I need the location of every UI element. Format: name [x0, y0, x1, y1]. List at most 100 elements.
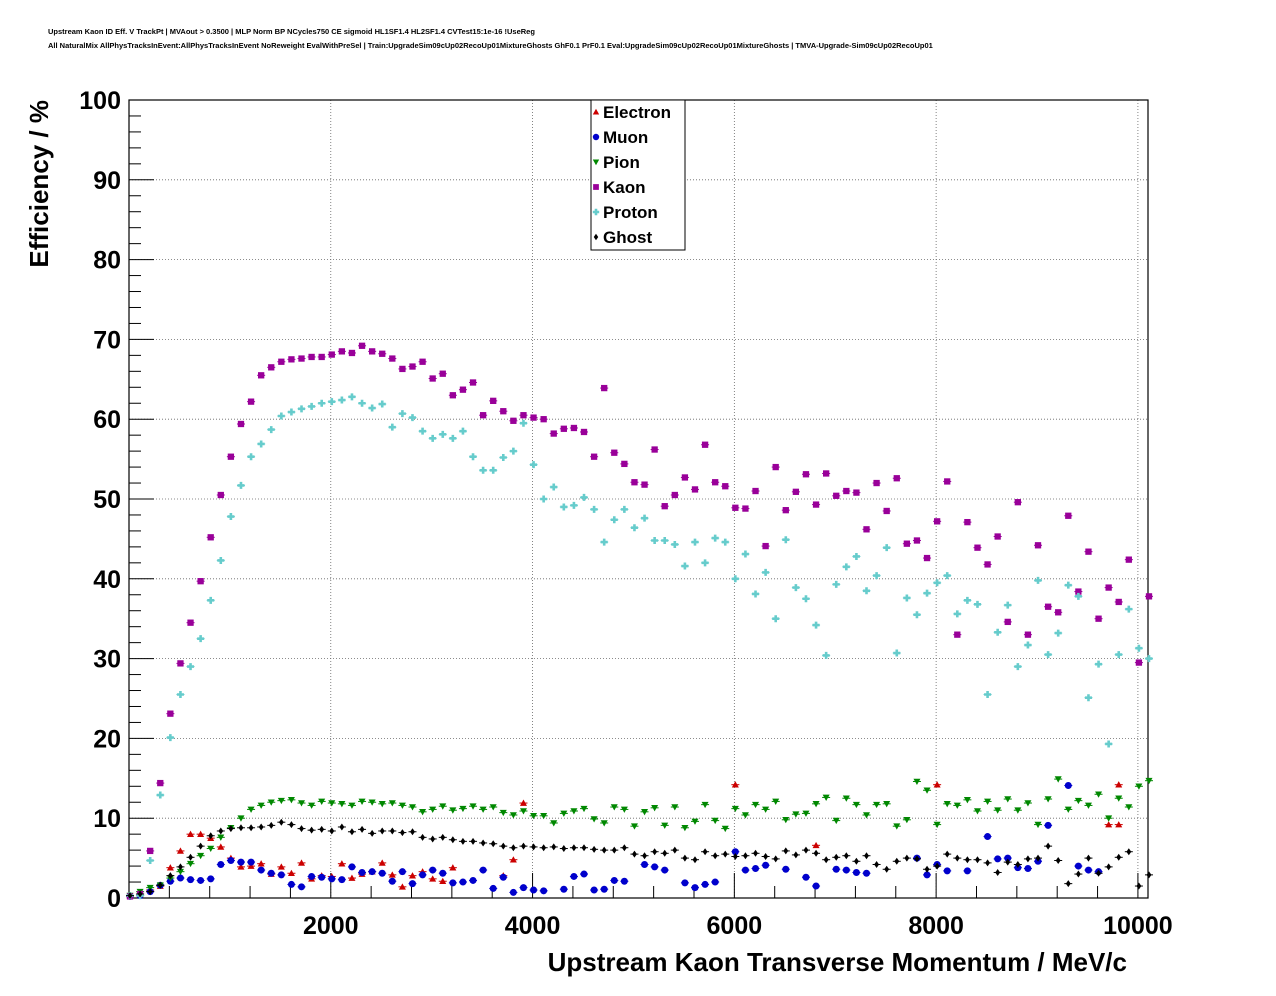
data-point — [591, 845, 597, 853]
data-point — [913, 778, 921, 785]
data-point — [731, 781, 739, 788]
data-point — [1125, 804, 1133, 811]
legend-entry-pion: Pion — [592, 153, 640, 172]
data-point — [954, 854, 960, 862]
data-point — [460, 837, 466, 845]
data-point — [1034, 542, 1042, 549]
data-point — [721, 538, 729, 546]
data-point — [228, 825, 234, 833]
data-point — [541, 844, 547, 852]
grid-layer — [129, 100, 1148, 898]
data-point — [439, 370, 446, 377]
data-point — [1145, 655, 1153, 663]
data-point — [1135, 783, 1143, 790]
data-point — [994, 533, 1001, 540]
y-tick-label: 80 — [93, 247, 121, 275]
data-point — [782, 816, 790, 824]
data-point — [1126, 848, 1132, 856]
data-point — [188, 853, 193, 861]
data-point — [701, 801, 709, 809]
data-point — [358, 399, 366, 407]
data-point — [662, 849, 668, 857]
data-point — [953, 802, 961, 809]
data-point — [287, 408, 295, 416]
data-point — [257, 860, 265, 867]
data-point — [752, 590, 760, 598]
data-point — [590, 505, 598, 513]
data-point — [298, 859, 306, 866]
data-point — [731, 848, 739, 856]
data-point — [197, 830, 205, 837]
data-point — [692, 856, 698, 864]
legend-box — [590, 99, 686, 251]
y-tick-label: 90 — [93, 167, 121, 195]
data-point — [711, 817, 719, 825]
data-point — [1106, 863, 1112, 871]
data-point — [1024, 641, 1032, 649]
data-point — [318, 353, 325, 361]
data-point — [530, 886, 538, 894]
data-point — [459, 805, 467, 813]
data-point — [661, 503, 668, 510]
data-point — [399, 365, 406, 373]
data-point — [419, 809, 427, 816]
data-layer — [126, 342, 1153, 900]
data-point — [722, 483, 729, 490]
data-point — [753, 849, 758, 857]
data-point — [580, 428, 588, 436]
data-point — [944, 850, 950, 858]
data-point — [792, 488, 800, 495]
data-point — [994, 807, 1002, 814]
data-point — [176, 847, 184, 854]
data-point — [359, 825, 365, 833]
data-point — [691, 884, 699, 892]
data-point — [893, 823, 901, 830]
data-point — [358, 798, 366, 805]
data-point — [207, 845, 215, 853]
data-point — [197, 635, 205, 643]
data-point — [632, 850, 637, 858]
data-point — [1135, 644, 1143, 652]
data-point — [1014, 499, 1021, 506]
data-point — [1004, 601, 1012, 609]
data-point — [661, 866, 669, 874]
data-point — [217, 843, 225, 850]
data-point — [157, 779, 164, 787]
data-point — [772, 463, 779, 471]
data-point — [812, 841, 820, 849]
data-point — [1044, 796, 1052, 803]
legend-marker — [592, 133, 600, 141]
data-point — [832, 817, 840, 825]
y-tick-label: 20 — [93, 725, 121, 753]
data-point — [762, 568, 770, 576]
data-point — [147, 847, 154, 855]
data-point — [1145, 777, 1153, 785]
data-point — [973, 808, 981, 815]
data-point — [1075, 870, 1081, 878]
data-point — [439, 803, 447, 810]
data-point — [1086, 854, 1091, 862]
data-point — [611, 449, 618, 456]
data-point — [812, 882, 820, 890]
legend-label: Electron — [603, 103, 671, 122]
data-point — [561, 845, 567, 853]
data-point — [853, 857, 859, 865]
data-point — [176, 874, 184, 882]
data-point — [328, 398, 336, 406]
data-point — [268, 364, 275, 371]
data-point — [288, 821, 294, 829]
data-point — [287, 869, 295, 877]
data-point — [349, 828, 355, 836]
data-point — [540, 416, 547, 423]
data-point — [610, 516, 618, 524]
data-point — [782, 536, 790, 544]
data-point — [187, 860, 195, 868]
data-point — [621, 844, 627, 852]
data-point — [439, 430, 447, 438]
data-point — [924, 865, 930, 873]
data-point — [429, 434, 437, 442]
data-point — [1014, 807, 1022, 814]
data-point — [1105, 584, 1112, 591]
data-point — [499, 809, 507, 817]
data-point — [782, 865, 790, 873]
